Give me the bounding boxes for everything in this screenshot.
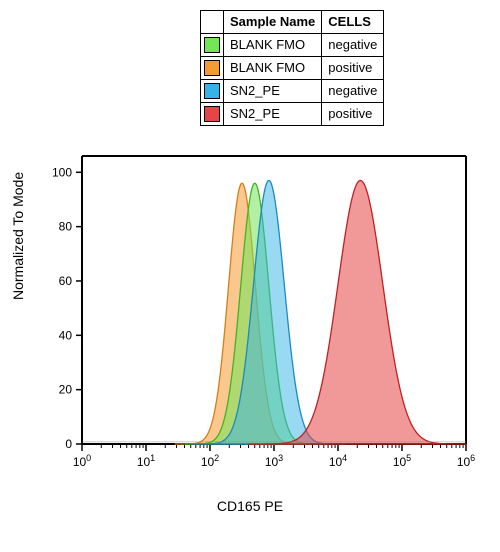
legend-swatch-cell [201,103,224,126]
legend-swatch [204,106,220,122]
legend-row: SN2_PEnegative [201,80,384,103]
legend-row: SN2_PEpositive [201,103,384,126]
x-tick-label: 102 [201,453,219,469]
legend-sample-name: SN2_PE [224,103,322,126]
figure-canvas: Sample Name CELLS BLANK FMOnegativeBLANK… [0,0,500,552]
legend-swatch [204,37,220,53]
legend-swatch [204,83,220,99]
y-tick-label: 20 [59,383,73,397]
legend-sample-name: SN2_PE [224,80,322,103]
legend-header-cells: CELLS [322,11,384,34]
legend-cells: negative [322,34,384,57]
plot-area: 020406080100100101102103104105106 [72,150,472,450]
x-tick-label: 106 [457,453,475,469]
x-tick-label: 103 [265,453,283,469]
legend-sample-name: BLANK FMO [224,57,322,80]
legend-swatch-cell [201,80,224,103]
y-tick-label: 0 [65,437,72,451]
legend-swatch-cell [201,34,224,57]
legend-row: BLANK FMOpositive [201,57,384,80]
histogram-svg: 020406080100100101102103104105106 [72,150,472,450]
legend-swatch-cell [201,57,224,80]
y-tick-label: 40 [59,328,73,342]
legend-sample-name: BLANK FMO [224,34,322,57]
legend-header-sample: Sample Name [224,11,322,34]
y-tick-label: 60 [59,274,73,288]
legend-header-swatch [201,11,224,34]
legend-swatch [204,60,220,76]
legend-cells: positive [322,103,384,126]
y-tick-label: 80 [59,220,73,234]
legend-row: BLANK FMOnegative [201,34,384,57]
x-tick-label: 100 [73,453,91,469]
x-axis-label: CD165 PE [0,498,500,514]
legend-cells: negative [322,80,384,103]
y-axis-label: Normalized To Mode [10,172,26,300]
x-tick-label: 101 [137,453,155,469]
x-tick-label: 105 [393,453,411,469]
legend-table: Sample Name CELLS BLANK FMOnegativeBLANK… [200,10,384,126]
y-tick-label: 100 [52,165,72,179]
legend-header-row: Sample Name CELLS [201,11,384,34]
x-tick-label: 104 [329,453,347,469]
legend-cells: positive [322,57,384,80]
